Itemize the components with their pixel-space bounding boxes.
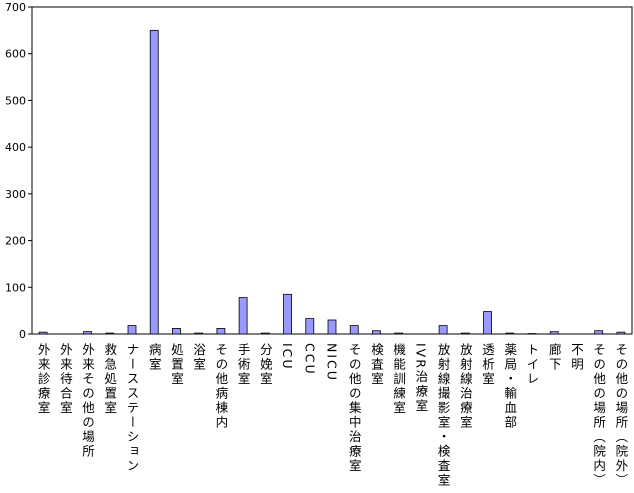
plot-frame: [31, 6, 633, 335]
bar: [105, 332, 115, 335]
bar: [172, 327, 181, 335]
bar: [38, 331, 48, 335]
x-tick-label: 処置室: [169, 343, 184, 387]
y-tick-label: 200: [5, 235, 26, 248]
x-tick-label: 機能訓練室: [391, 342, 406, 416]
x-tick-label: 救急処置室: [102, 342, 117, 416]
bar: [327, 319, 337, 335]
x-tick-label: 外来待合室: [58, 343, 73, 416]
bar: [438, 325, 448, 335]
x-tick-label: その他の場所（院内）: [591, 343, 606, 488]
x-tick-label: CCU: [302, 343, 317, 376]
x-tick-label: 分娩室: [258, 343, 273, 387]
bar: [127, 325, 137, 335]
x-tick-label: 放射線治療室: [458, 342, 473, 430]
x-tick-label: 病室: [147, 342, 162, 372]
x-tick-label: ICU: [280, 343, 295, 371]
x-tick-label: 外来その他の場所: [80, 343, 95, 459]
y-tick-label: 700: [5, 1, 26, 14]
bar: [549, 331, 559, 335]
x-tick-label: 不明: [569, 343, 584, 372]
bar: [372, 330, 381, 335]
bar: [283, 293, 292, 335]
x-tick-label: 透析室: [480, 343, 495, 387]
x-tick-label: NICU: [325, 343, 340, 382]
x-tick-label: 手術室: [236, 343, 251, 387]
bar: [505, 332, 515, 335]
x-tick-label: 放射線撮影室・検査室: [436, 342, 451, 488]
bar: [594, 330, 604, 335]
bar: [349, 325, 359, 335]
x-tick-label: 廊下: [547, 342, 562, 372]
x-tick-label: 薬局・輸血部: [502, 343, 517, 430]
y-tick-label: 0: [19, 328, 26, 341]
x-tick-label: 外来診療室: [36, 343, 51, 416]
bar: [238, 297, 248, 335]
x-tick-label: 検査室: [369, 343, 384, 387]
y-tick-label: 300: [5, 188, 26, 201]
bar: [194, 332, 204, 335]
y-tick-label: 400: [5, 141, 26, 154]
y-tick-label: 600: [5, 48, 26, 61]
bar: [460, 332, 470, 335]
x-tick-label: IVR治療室: [413, 343, 428, 413]
bar: [83, 331, 92, 335]
x-tick-label: その他の集中治療室: [347, 343, 362, 474]
x-tick-label: ナースステーション: [125, 343, 140, 474]
y-tick-label: 100: [5, 281, 26, 294]
x-tick-label: その他の場所（院外）: [613, 343, 628, 488]
bar: [394, 332, 404, 335]
y-tick-label: 500: [5, 94, 26, 107]
bar: [616, 331, 626, 335]
bar: [260, 332, 270, 335]
x-tick-label: その他病棟内: [213, 343, 228, 430]
bar: [483, 311, 492, 335]
x-tick-label: トイレ: [525, 343, 540, 387]
x-tick-label: 浴室: [191, 343, 206, 372]
bar: [216, 327, 226, 335]
bar: [149, 29, 159, 335]
bar: [305, 318, 315, 335]
